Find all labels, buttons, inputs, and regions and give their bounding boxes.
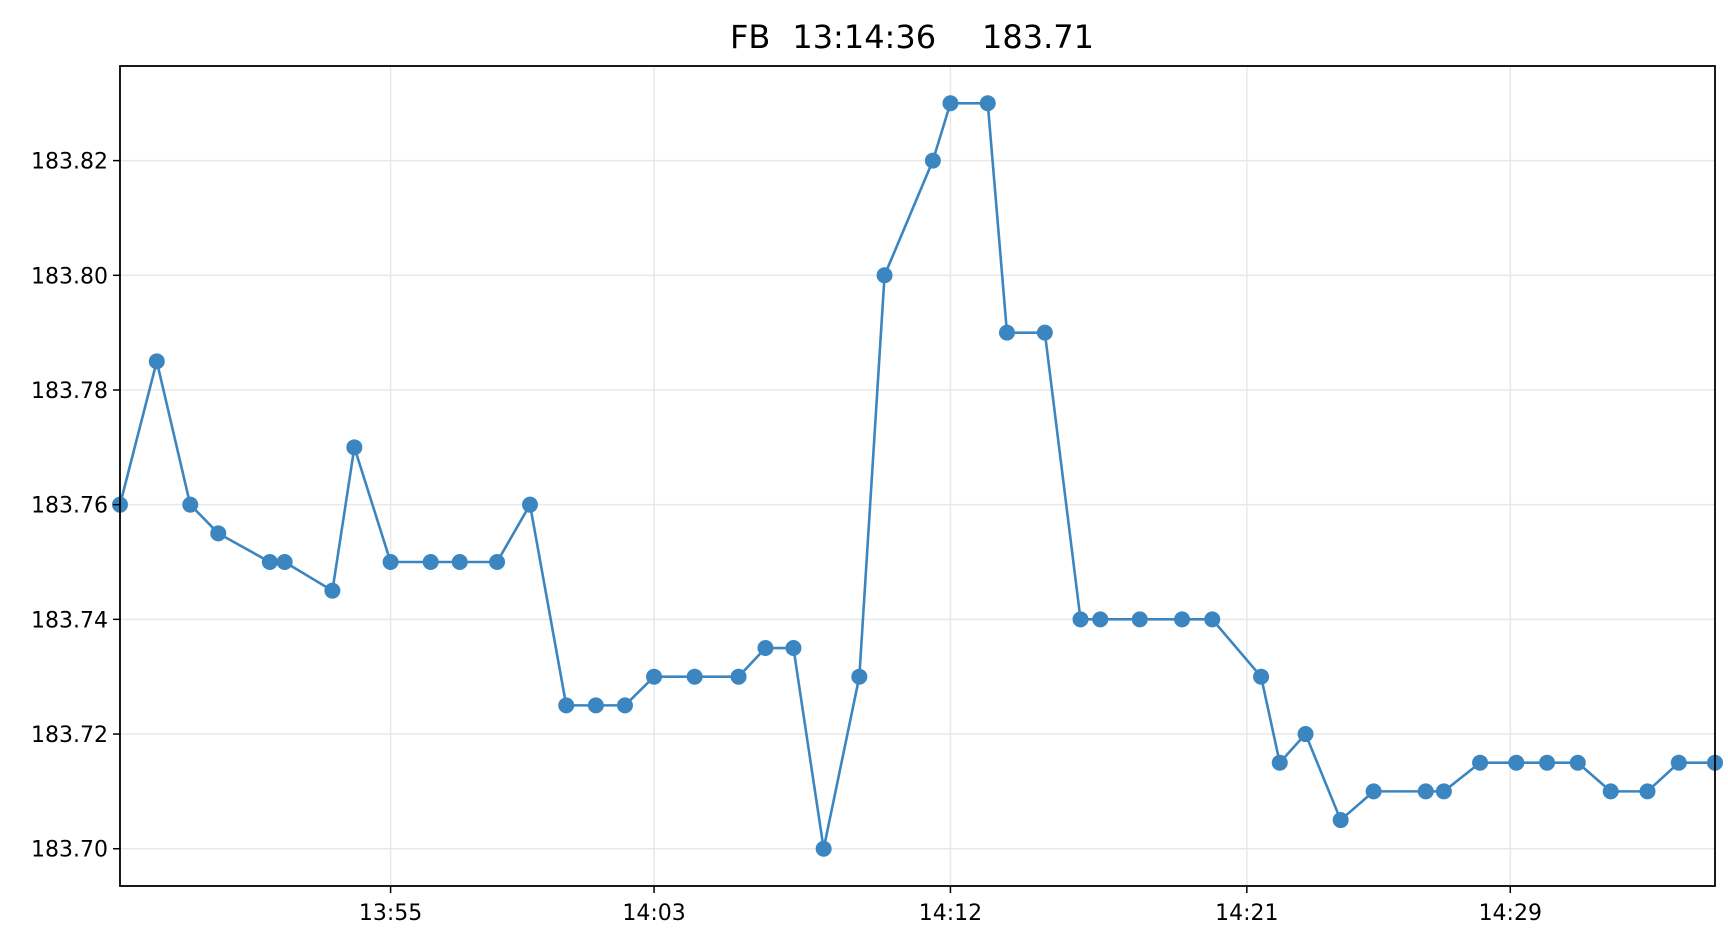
data-point	[876, 267, 893, 284]
title-price: 183.71	[982, 18, 1094, 56]
data-point	[616, 697, 633, 714]
data-point	[1435, 783, 1452, 800]
title-symbol: FB	[730, 18, 770, 56]
x-axis: 13:55 14:03 14:12 14:21 14:29	[359, 886, 1542, 926]
data-point	[979, 95, 996, 112]
x-tick-label: 14:21	[1215, 901, 1278, 926]
series-line	[118, 101, 1715, 851]
series-line-path	[118, 101, 1715, 851]
data-point	[182, 496, 199, 513]
data-point	[451, 554, 468, 571]
grid-lines	[120, 66, 1715, 886]
data-point	[324, 582, 341, 599]
data-point	[1417, 783, 1434, 800]
data-point	[1297, 726, 1314, 743]
plot-frame	[119, 65, 1716, 887]
data-point	[815, 840, 832, 857]
chart-title: FB 13:14:36 183.71	[730, 18, 1094, 56]
data-point	[1092, 611, 1109, 628]
data-point	[1508, 754, 1525, 771]
data-point	[1332, 812, 1349, 829]
data-point	[1670, 754, 1687, 771]
x-tick-label: 13:55	[359, 901, 422, 926]
data-point	[1539, 754, 1556, 771]
data-point	[1472, 754, 1489, 771]
data-point	[587, 697, 604, 714]
data-point	[210, 525, 227, 542]
y-tick-label: 183.78	[31, 379, 108, 404]
data-point	[730, 668, 747, 685]
data-point	[558, 697, 575, 714]
data-point	[924, 152, 941, 169]
title-time: 13:14:36	[792, 18, 936, 56]
y-tick-label: 183.74	[31, 608, 108, 633]
data-point	[942, 95, 959, 112]
data-point	[1602, 783, 1619, 800]
data-point	[522, 496, 539, 513]
data-point	[346, 439, 363, 456]
x-tick-label: 14:29	[1479, 901, 1542, 926]
data-point	[646, 668, 663, 685]
y-axis: 183.70 183.72 183.74 183.76 183.78 183.80 183.…	[31, 150, 120, 863]
data-point	[422, 554, 439, 571]
data-point	[1036, 324, 1053, 341]
data-point	[1271, 754, 1288, 771]
data-point	[276, 554, 293, 571]
y-tick-label: 183.70	[31, 838, 108, 863]
data-point	[148, 353, 165, 370]
data-point	[1569, 754, 1586, 771]
y-tick-label: 183.80	[31, 264, 108, 289]
data-point	[1072, 611, 1089, 628]
y-tick-label: 183.76	[31, 494, 108, 519]
data-point	[757, 640, 774, 657]
data-point	[1204, 611, 1221, 628]
data-point	[1131, 611, 1148, 628]
y-tick-label: 183.82	[31, 150, 108, 175]
data-point	[686, 668, 703, 685]
x-tick-label: 14:03	[622, 901, 685, 926]
data-point	[1639, 783, 1656, 800]
data-point	[1365, 783, 1382, 800]
data-point	[998, 324, 1015, 341]
data-point	[1174, 611, 1191, 628]
data-point	[382, 554, 399, 571]
data-point	[261, 554, 278, 571]
series-points	[112, 95, 1723, 857]
data-point	[489, 554, 506, 571]
x-tick-label: 14:12	[919, 901, 982, 926]
y-tick-label: 183.72	[31, 723, 108, 748]
data-point	[1253, 668, 1270, 685]
data-point	[851, 668, 868, 685]
data-point	[785, 640, 802, 657]
